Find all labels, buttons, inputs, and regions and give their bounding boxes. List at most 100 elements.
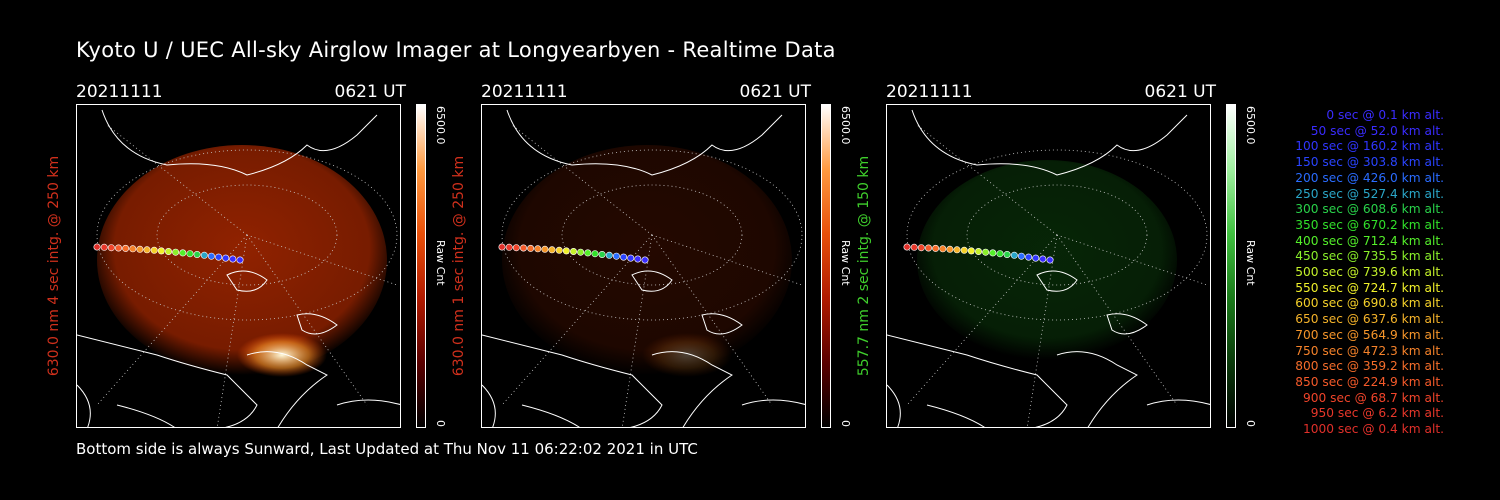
legend-row: 400 sec @ 712.4 km alt. <box>1295 233 1444 248</box>
colorbar-min: 0 <box>434 420 447 427</box>
allsky-map <box>887 109 1210 427</box>
trajectory-point <box>157 247 165 255</box>
trajectory-point <box>598 251 606 259</box>
trajectory-point <box>519 244 527 252</box>
footer-note: Bottom side is always Sunward, Last Upda… <box>76 440 698 458</box>
legend-row: 250 sec @ 527.4 km alt. <box>1295 186 1444 201</box>
trajectory-point <box>1046 256 1054 264</box>
trajectory-point <box>1010 251 1018 259</box>
trajectory-point <box>917 244 925 252</box>
colorbar-unit: Raw Cnt <box>434 240 447 286</box>
trajectory-point <box>165 248 173 256</box>
trajectory-point <box>1003 251 1011 259</box>
trajectory-point <box>505 243 513 251</box>
trajectory-point <box>136 245 144 253</box>
page-title: Kyoto U / UEC All-sky Airglow Imager at … <box>76 38 836 62</box>
trajectory-point <box>634 255 642 263</box>
colorbar-max: 6500.0 <box>1244 106 1257 145</box>
panel-side-label: 630.0 nm 1 sec intg. @ 250 km <box>451 155 467 377</box>
image-panel-557-2s: 20211111 0621 UT <box>856 80 1257 430</box>
trajectory-point <box>129 245 137 253</box>
colorbar <box>1226 104 1236 428</box>
trajectory-point <box>967 247 975 255</box>
trajectory-point <box>612 252 620 260</box>
trajectory-point <box>932 244 940 252</box>
trajectory-point <box>512 244 520 252</box>
trajectory-point <box>222 254 230 262</box>
trajectory-point <box>562 247 570 255</box>
trajectory-point <box>215 253 223 261</box>
allsky-image <box>886 104 1211 428</box>
trajectory-point <box>960 246 968 254</box>
trajectory-point <box>975 248 983 256</box>
trajectory-point <box>534 245 542 253</box>
legend-row: 1000 sec @ 0.4 km alt. <box>1303 422 1444 437</box>
legend-row: 50 sec @ 52.0 km alt. <box>1310 123 1444 138</box>
trajectory-point <box>207 252 215 260</box>
trajectory-point <box>620 253 628 261</box>
trajectory-point <box>193 251 201 259</box>
colorbar-min: 0 <box>839 420 852 427</box>
trajectory-point <box>107 244 115 252</box>
trajectory-point <box>910 243 918 251</box>
trajectory-point <box>591 250 599 258</box>
trajectory-point <box>982 248 990 256</box>
allsky-image <box>76 104 401 428</box>
trajectory-point <box>122 244 130 252</box>
panel-date: 20211111 <box>76 82 163 102</box>
trajectory-point <box>150 246 158 254</box>
legend-row: 200 sec @ 426.0 km alt. <box>1295 170 1444 185</box>
image-panel-630-1s: 20211111 0621 UT <box>451 80 852 430</box>
trajectory-point <box>229 255 237 263</box>
panel-date: 20211111 <box>886 82 973 102</box>
panel-side-label: 557.7 nm 2 sec intg. @ 150 km <box>856 155 872 377</box>
trajectory-point <box>498 243 506 251</box>
colorbar-max: 6500.0 <box>434 106 447 145</box>
legend-row: 600 sec @ 690.8 km alt. <box>1295 296 1444 311</box>
trajectory-point <box>996 250 1004 258</box>
trajectory-point <box>172 248 180 256</box>
trajectory-point <box>1032 254 1040 262</box>
trajectory-point <box>584 249 592 257</box>
trajectory-point <box>186 250 194 258</box>
trajectory-point <box>989 249 997 257</box>
panel-date: 20211111 <box>481 82 568 102</box>
legend-row: 850 sec @ 224.9 km alt. <box>1295 374 1444 389</box>
panel-time: 0621 UT <box>334 82 407 102</box>
image-panel-630-4s: 20211111 0621 UT <box>46 80 447 430</box>
legend-row: 350 sec @ 670.2 km alt. <box>1295 217 1444 232</box>
allsky-map <box>77 109 400 427</box>
trajectory-point <box>605 251 613 259</box>
trajectory-point <box>577 248 585 256</box>
colorbar <box>821 104 831 428</box>
trajectory-point <box>1017 252 1025 260</box>
colorbar-unit: Raw Cnt <box>1244 240 1257 286</box>
legend-row: 550 sec @ 724.7 km alt. <box>1295 280 1444 295</box>
legend-row: 750 sec @ 472.3 km alt. <box>1295 343 1444 358</box>
legend-row: 450 sec @ 735.5 km alt. <box>1295 249 1444 264</box>
trajectory-legend: 0 sec @ 0.1 km alt. 50 sec @ 52.0 km alt.… <box>1262 108 1444 438</box>
trajectory-point <box>555 246 563 254</box>
colorbar-max: 6500.0 <box>839 106 852 145</box>
trajectory-point <box>627 254 635 262</box>
trajectory-point <box>114 244 122 252</box>
trajectory-point <box>924 244 932 252</box>
trajectory-point <box>1025 253 1033 261</box>
trajectory-point <box>236 256 244 264</box>
colorbar-min: 0 <box>1244 420 1257 427</box>
colorbar-unit: Raw Cnt <box>839 240 852 286</box>
legend-row: 700 sec @ 564.9 km alt. <box>1295 327 1444 342</box>
trajectory-point <box>946 245 954 253</box>
trajectory-point <box>548 246 556 254</box>
allsky-map <box>482 109 805 427</box>
trajectory-point <box>1039 255 1047 263</box>
trajectory-point <box>641 256 649 264</box>
legend-row: 0 sec @ 0.1 km alt. <box>1326 108 1444 122</box>
legend-row: 150 sec @ 303.8 km alt. <box>1295 155 1444 170</box>
legend-row: 800 sec @ 359.2 km alt. <box>1295 359 1444 374</box>
trajectory-point <box>541 245 549 253</box>
allsky-image <box>481 104 806 428</box>
legend-row: 950 sec @ 6.2 km alt. <box>1310 406 1444 421</box>
trajectory-point <box>570 248 578 256</box>
trajectory-point <box>200 251 208 259</box>
